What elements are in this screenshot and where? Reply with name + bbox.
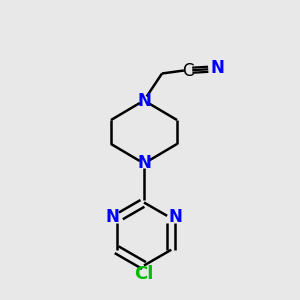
Text: N: N xyxy=(106,208,120,226)
Text: N: N xyxy=(211,59,225,77)
Text: N: N xyxy=(137,154,151,172)
Text: C: C xyxy=(182,61,193,80)
Text: N: N xyxy=(168,208,182,226)
Text: Cl: Cl xyxy=(134,265,154,283)
Text: N: N xyxy=(137,92,151,110)
